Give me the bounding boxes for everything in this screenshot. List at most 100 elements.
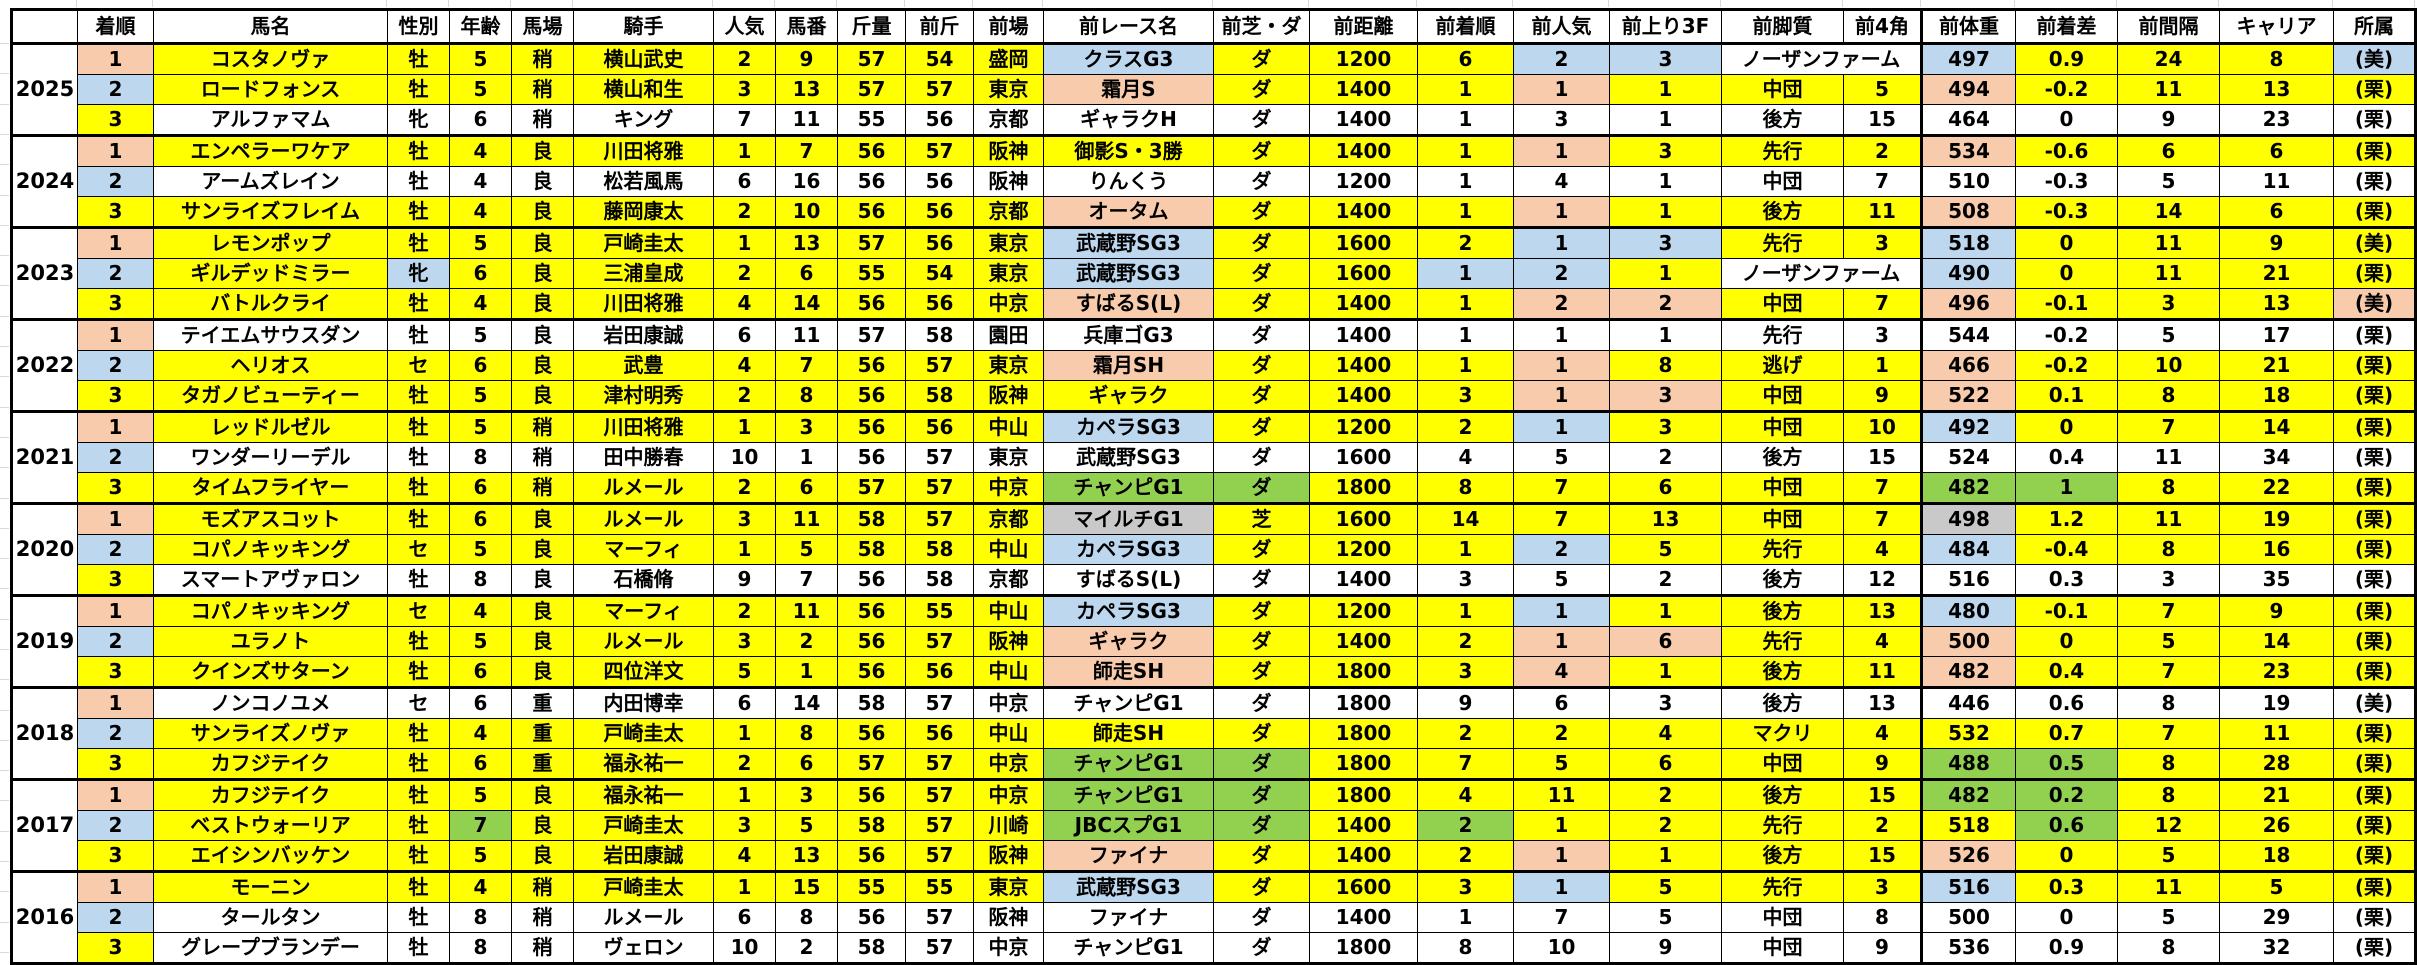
table-cell[interactable]: 57 [837, 319, 906, 351]
table-cell[interactable]: 2 [77, 442, 154, 473]
table-cell[interactable]: 2 [77, 74, 154, 105]
table-cell[interactable]: 2 [1843, 810, 1922, 841]
table-cell[interactable]: 5 [449, 779, 512, 811]
table-cell[interactable]: 10 [713, 442, 776, 473]
table-cell[interactable]: 21 [2219, 350, 2334, 381]
table-cell[interactable]: 13 [2219, 74, 2334, 105]
table-cell[interactable]: 11 [2117, 871, 2220, 903]
table-cell[interactable]: 5 [1513, 442, 1610, 473]
table-cell[interactable]: 良 [511, 258, 574, 289]
table-cell[interactable]: 後方 [1721, 687, 1844, 719]
table-cell[interactable]: 14 [2219, 626, 2334, 657]
table-cell[interactable]: 1 [1609, 319, 1722, 351]
table-cell[interactable]: ヴェロン [573, 932, 714, 965]
table-cell[interactable]: 536 [1920, 932, 2016, 965]
table-cell[interactable]: 稍 [511, 411, 574, 443]
table-cell[interactable]: 56 [837, 564, 906, 597]
table-cell[interactable]: 1 [77, 411, 154, 443]
table-cell[interactable]: 福永祐一 [573, 748, 714, 781]
table-cell[interactable]: 1 [1609, 104, 1722, 137]
table-cell[interactable]: 1 [713, 871, 776, 903]
table-cell[interactable]: (美) [2333, 227, 2416, 259]
table-cell[interactable]: アームズレイン [153, 166, 388, 197]
table-cell[interactable]: 482 [1920, 472, 2016, 505]
table-cell[interactable]: 56 [905, 411, 974, 443]
table-cell[interactable]: 2 [1417, 718, 1514, 749]
table-cell[interactable]: 後方 [1721, 196, 1844, 229]
table-cell[interactable]: 3 [1417, 656, 1514, 689]
table-cell[interactable]: 中団 [1721, 380, 1844, 413]
table-cell[interactable]: 7 [775, 350, 838, 381]
table-cell[interactable]: ダ [1213, 840, 1310, 873]
table-cell[interactable]: 12 [1843, 564, 1922, 597]
table-cell[interactable]: セ [387, 534, 450, 565]
table-cell[interactable]: 中団 [1721, 503, 1844, 535]
table-cell[interactable]: 盛岡 [973, 43, 1044, 75]
table-cell[interactable]: 24 [2117, 43, 2220, 75]
table-cell[interactable]: タールタン [153, 902, 388, 933]
table-cell[interactable]: 3 [1843, 227, 1922, 259]
table-cell[interactable]: 2 [713, 380, 776, 413]
table-cell[interactable]: 中京 [973, 932, 1044, 965]
table-cell[interactable]: 1 [1417, 258, 1514, 289]
table-cell[interactable]: (栗) [2333, 534, 2416, 565]
table-cell[interactable]: 牡 [387, 902, 450, 933]
table-cell[interactable]: -0.4 [2015, 534, 2118, 565]
table-cell[interactable]: 58 [837, 534, 906, 565]
table-cell[interactable]: 6 [1513, 687, 1610, 719]
table-cell[interactable]: 14 [1417, 503, 1514, 535]
table-cell[interactable]: ルメール [573, 503, 714, 535]
table-cell[interactable]: 10 [2117, 350, 2220, 381]
table-cell[interactable]: オータム [1043, 196, 1214, 229]
table-cell[interactable]: 中団 [1721, 288, 1844, 321]
table-cell[interactable]: 1400 [1309, 564, 1418, 597]
table-cell[interactable]: マイルチG1 [1043, 503, 1214, 535]
table-cell[interactable]: 四位洋文 [573, 656, 714, 689]
table-cell[interactable]: 武蔵野SG3 [1043, 227, 1214, 259]
table-cell[interactable]: ダ [1213, 626, 1310, 657]
table-cell[interactable]: 57 [837, 227, 906, 259]
table-cell[interactable]: 21 [2219, 258, 2334, 289]
table-cell[interactable]: 2 [775, 626, 838, 657]
table-cell[interactable]: ロードフォンス [153, 74, 388, 105]
table-cell[interactable]: 4 [713, 840, 776, 873]
table-cell[interactable]: 4 [713, 350, 776, 381]
table-cell[interactable]: ベストウォーリア [153, 810, 388, 841]
table-cell[interactable]: 57 [905, 779, 974, 811]
table-cell[interactable]: 7 [1513, 503, 1610, 535]
table-cell[interactable]: 6 [1609, 472, 1722, 505]
table-cell[interactable]: ルメール [573, 902, 714, 933]
table-cell[interactable]: 8 [1417, 932, 1514, 965]
table-cell[interactable]: 11 [775, 319, 838, 351]
table-cell[interactable]: 0.5 [2015, 748, 2118, 781]
table-cell[interactable]: 7 [449, 810, 512, 841]
table-cell[interactable]: 56 [837, 288, 906, 321]
table-cell[interactable]: 56 [837, 350, 906, 381]
table-cell[interactable]: 15 [1843, 779, 1922, 811]
column-header-2[interactable]: 馬名 [153, 9, 388, 45]
column-header-23[interactable]: キャリア [2219, 9, 2334, 45]
table-cell[interactable]: チャンピG1 [1043, 932, 1214, 965]
table-cell[interactable]: ファイナ [1043, 840, 1214, 873]
table-cell[interactable]: 中団 [1721, 166, 1844, 197]
table-cell[interactable]: 8 [2117, 748, 2220, 781]
table-cell[interactable]: 532 [1920, 718, 2016, 749]
table-cell[interactable]: マーフィ [573, 595, 714, 627]
table-cell[interactable]: 8 [1609, 350, 1722, 381]
table-cell[interactable]: 482 [1920, 656, 2016, 689]
table-cell[interactable]: 56 [905, 104, 974, 137]
table-cell[interactable]: 56 [905, 288, 974, 321]
table-cell[interactable]: 1 [1417, 135, 1514, 167]
table-cell[interactable]: 1 [77, 43, 154, 75]
table-cell[interactable]: 8 [775, 902, 838, 933]
table-cell[interactable]: 8 [2117, 932, 2220, 965]
table-cell[interactable]: 9 [2117, 104, 2220, 137]
table-cell[interactable]: ダ [1213, 43, 1310, 75]
table-cell[interactable]: 1800 [1309, 472, 1418, 505]
table-cell[interactable]: 牡 [387, 380, 450, 413]
table-cell[interactable]: 1400 [1309, 380, 1418, 413]
table-cell[interactable]: 11 [2117, 74, 2220, 105]
table-cell[interactable]: 中山 [973, 656, 1044, 689]
table-cell[interactable]: 9 [1843, 932, 1922, 965]
column-header-8[interactable]: 馬番 [775, 9, 838, 45]
